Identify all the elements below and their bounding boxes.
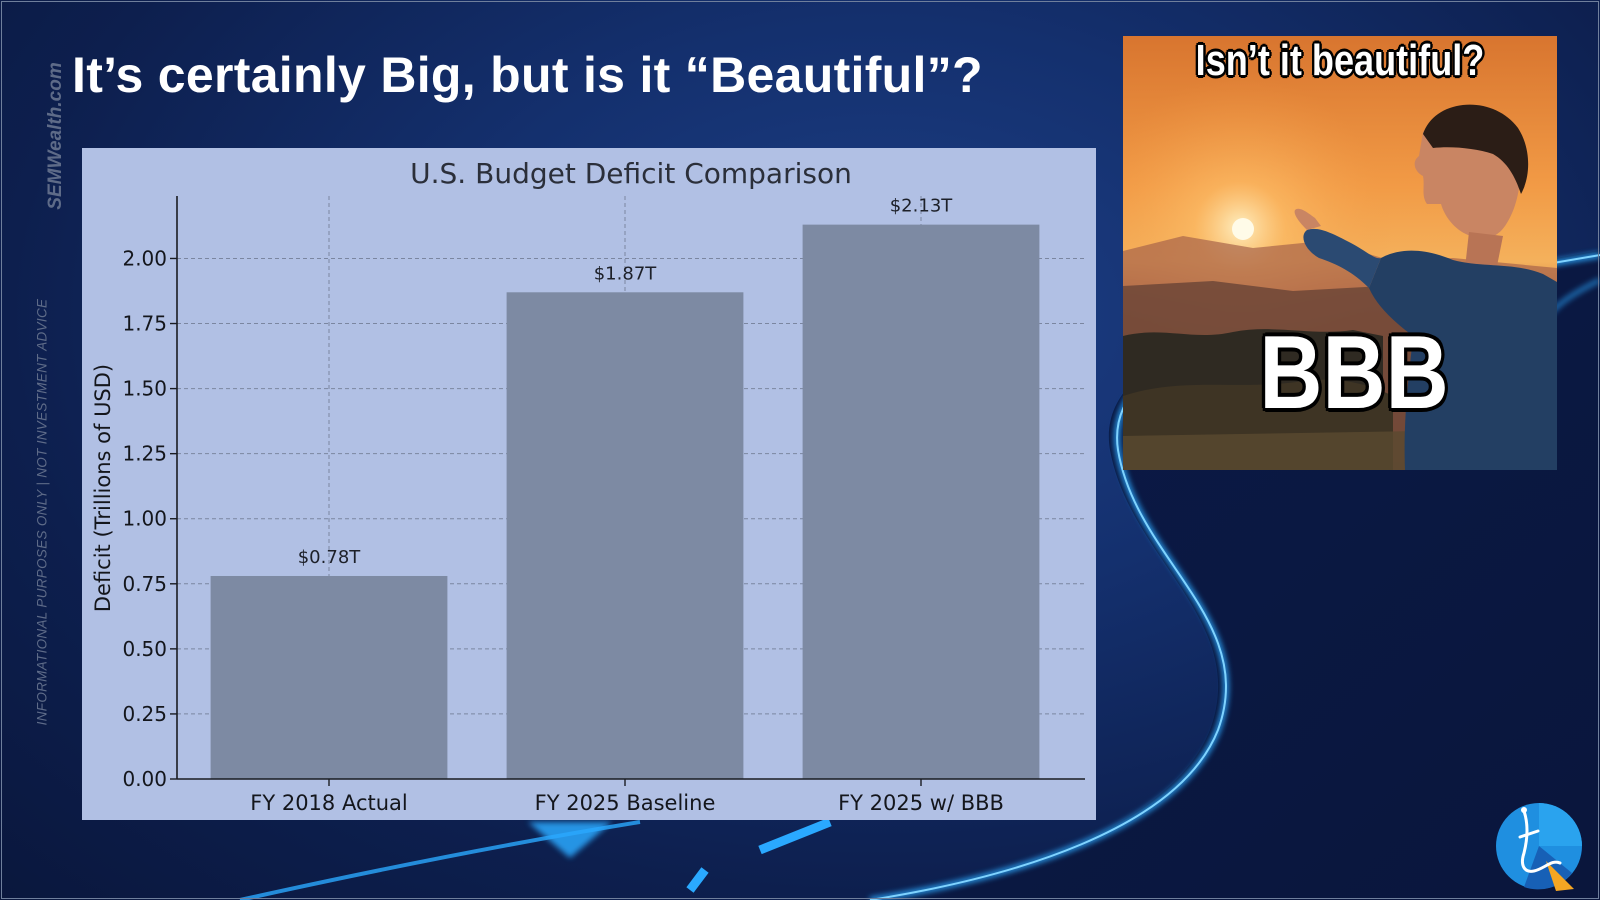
y-tick-label: 1.75: [122, 312, 167, 336]
x-category-label: FY 2025 Baseline: [535, 791, 716, 815]
bar-2: [506, 292, 744, 779]
brand-vertical-text: SEMWealth.com: [45, 62, 66, 210]
y-tick-label: 0.50: [122, 637, 167, 661]
x-category-label: FY 2025 w/ BBB: [838, 791, 1004, 815]
x-category-label: FY 2018 Actual: [250, 791, 408, 815]
deficit-chart: U.S. Budget Deficit Comparison $0.78T $1.…: [82, 148, 1096, 820]
meme-bottom-caption: BBB: [1259, 315, 1449, 431]
bar-1: [210, 575, 448, 779]
y-tick-label: 1.25: [122, 442, 167, 466]
meme-top-caption: Isn’t it beautiful?: [1195, 36, 1485, 85]
disclaimer-vertical-text: INFORMATIONAL PURPOSES ONLY | NOT INVEST…: [34, 298, 50, 726]
deficit-chart-svg: U.S. Budget Deficit Comparison $0.78T $1.…: [91, 157, 1085, 815]
bar-value-label: $0.78T: [298, 547, 362, 568]
bar-3: [802, 224, 1040, 779]
meme-image: Isn’t it beautiful? BBB: [1123, 36, 1557, 470]
sunset-photo-illustration: [1123, 36, 1557, 470]
y-tick-label: 1.00: [122, 507, 167, 531]
y-tick-label: 2.00: [122, 246, 167, 270]
chart-title: U.S. Budget Deficit Comparison: [410, 157, 852, 190]
y-tick-label: 0.00: [122, 767, 167, 791]
bar-value-label: $2.13T: [890, 196, 954, 217]
bar-value-label: $1.87T: [594, 263, 658, 284]
y-tick-label: 0.75: [122, 572, 167, 596]
y-axis-label: Deficit (Trillions of USD): [91, 364, 115, 612]
slide-title: It’s certainly Big, but is it “Beautiful…: [72, 47, 983, 103]
y-tick-label: 1.50: [122, 377, 167, 401]
compass-logo-icon: [1496, 803, 1582, 891]
y-tick-label: 0.25: [122, 702, 167, 726]
